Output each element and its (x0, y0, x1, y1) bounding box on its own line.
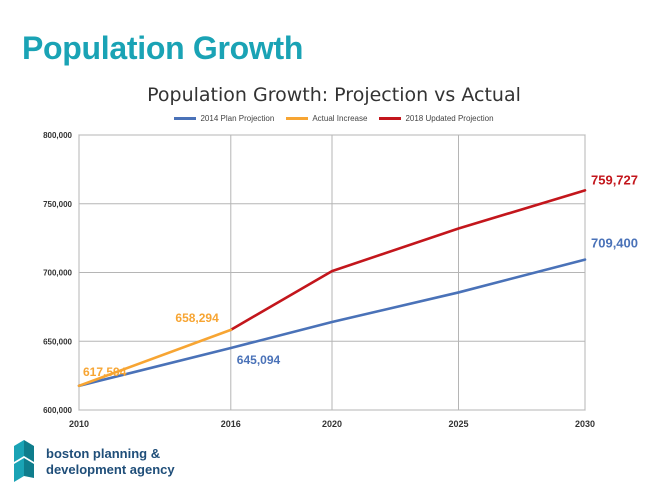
y-tick-label: 750,000 (43, 200, 72, 209)
series-line-1 (77, 258, 587, 388)
logo-line-1: boston planning & (46, 446, 161, 461)
legend-label-plan: 2014 Plan Projection (200, 114, 275, 123)
bpda-logo: boston planning & development agency (10, 436, 175, 488)
series-line-2 (77, 328, 233, 388)
legend-item-actual: Actual Increase (286, 114, 367, 123)
legend-item-plan: 2014 Plan Projection (174, 114, 274, 123)
x-tick-label: 2010 (69, 419, 89, 429)
bpda-logo-icon (14, 440, 34, 482)
bpda-logo-text: boston planning & development agency (46, 446, 175, 478)
chart-title: Population Growth: Projection vs Actual (147, 84, 521, 106)
data-label: 759,727 (591, 172, 638, 187)
data-label: 709,400 (591, 236, 638, 251)
y-tick-label: 700,000 (43, 269, 72, 278)
x-tick-label: 2020 (322, 419, 342, 429)
legend-item-updated: 2018 Updated Projection (379, 114, 494, 123)
y-tick-label: 800,000 (43, 131, 72, 140)
legend-swatch-plan (174, 117, 197, 120)
y-tick-label: 650,000 (43, 337, 72, 346)
legend-swatch-updated (379, 117, 402, 120)
x-tick-label: 2025 (448, 419, 468, 429)
data-label: 617,594 (83, 365, 127, 379)
data-label: 658,294 (175, 311, 219, 325)
logo-line-2: development agency (46, 462, 175, 477)
series-line-3 (229, 189, 587, 332)
slide-title: Population Growth (22, 30, 304, 66)
chart-legend: 2014 Plan Projection Actual Increase 201… (0, 114, 668, 123)
legend-label-actual: Actual Increase (312, 114, 368, 123)
y-tick-label: 600,000 (43, 406, 72, 415)
x-tick-label: 2030 (575, 419, 595, 429)
data-label: 645,094 (237, 353, 281, 367)
legend-label-updated: 2018 Updated Projection (405, 114, 494, 123)
legend-swatch-actual (286, 117, 309, 120)
x-tick-label: 2016 (221, 419, 241, 429)
